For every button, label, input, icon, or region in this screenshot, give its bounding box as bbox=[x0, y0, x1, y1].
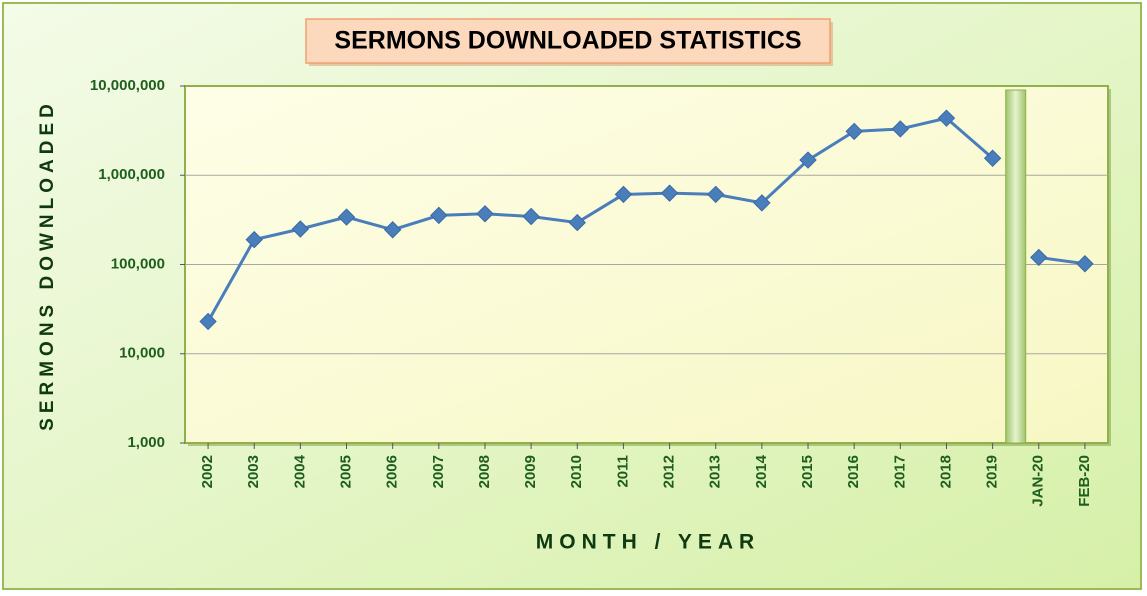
data-point bbox=[660, 184, 679, 202]
x-axis-title: MONTH / YEAR bbox=[536, 531, 760, 554]
x-tick-label: FEB-20 bbox=[1076, 455, 1093, 507]
data-point bbox=[291, 220, 310, 238]
y-tick-label: 10,000,000 bbox=[90, 77, 165, 94]
x-tick-label: 2015 bbox=[799, 455, 816, 488]
x-tick-label: 2008 bbox=[476, 455, 493, 488]
data-point bbox=[337, 208, 356, 226]
data-point bbox=[799, 151, 817, 169]
x-tick-label: 2017 bbox=[891, 455, 908, 488]
series-line bbox=[1038, 255, 1086, 266]
x-tick-label: 2014 bbox=[753, 454, 770, 488]
data-point bbox=[383, 221, 402, 239]
data-point bbox=[245, 230, 263, 249]
data-point bbox=[476, 205, 494, 223]
data-point bbox=[937, 109, 956, 127]
x-tick-label: 2016 bbox=[845, 455, 862, 488]
y-tick-label: 1,000,000 bbox=[98, 166, 165, 183]
x-tick-label: 2003 bbox=[245, 455, 262, 488]
x-tick-label: 2009 bbox=[522, 455, 539, 488]
y-axis-title: SERMONS DOWNLOADED bbox=[37, 99, 58, 431]
x-tick-label: 2019 bbox=[984, 455, 1001, 488]
y-tick-label: 10,000 bbox=[119, 345, 165, 362]
x-tick-label: 2002 bbox=[199, 455, 216, 488]
x-tick-label: 2012 bbox=[661, 455, 678, 488]
data-point bbox=[568, 213, 586, 232]
x-tick-label: 2007 bbox=[430, 455, 447, 488]
data-point bbox=[753, 194, 771, 212]
x-tick-label: 2004 bbox=[291, 454, 308, 488]
x-tick-label: 2005 bbox=[337, 455, 354, 488]
data-point bbox=[1076, 255, 1094, 273]
section-separator bbox=[1005, 89, 1027, 444]
x-tick-label: 2006 bbox=[384, 455, 401, 488]
x-tick-label: 2011 bbox=[614, 455, 631, 488]
data-point bbox=[891, 120, 910, 138]
data-point bbox=[845, 122, 863, 141]
data-point bbox=[199, 312, 217, 331]
x-tick-label: 2013 bbox=[707, 455, 724, 488]
data-point bbox=[614, 185, 633, 204]
data-point bbox=[522, 207, 540, 226]
data-point bbox=[983, 149, 1002, 167]
x-tick-label: 2010 bbox=[568, 455, 585, 488]
data-point bbox=[1030, 248, 1048, 267]
y-tick-label: 1,000 bbox=[127, 434, 165, 451]
data-point bbox=[707, 185, 725, 204]
title-box bbox=[305, 18, 831, 64]
x-tick-label: 2018 bbox=[937, 455, 954, 488]
data-point bbox=[430, 206, 448, 225]
x-tick-label: JAN-20 bbox=[1030, 455, 1047, 507]
chart-title: SERMONS DOWNLOADED STATISTICS bbox=[334, 27, 801, 55]
y-tick-label: 100,000 bbox=[111, 255, 165, 272]
